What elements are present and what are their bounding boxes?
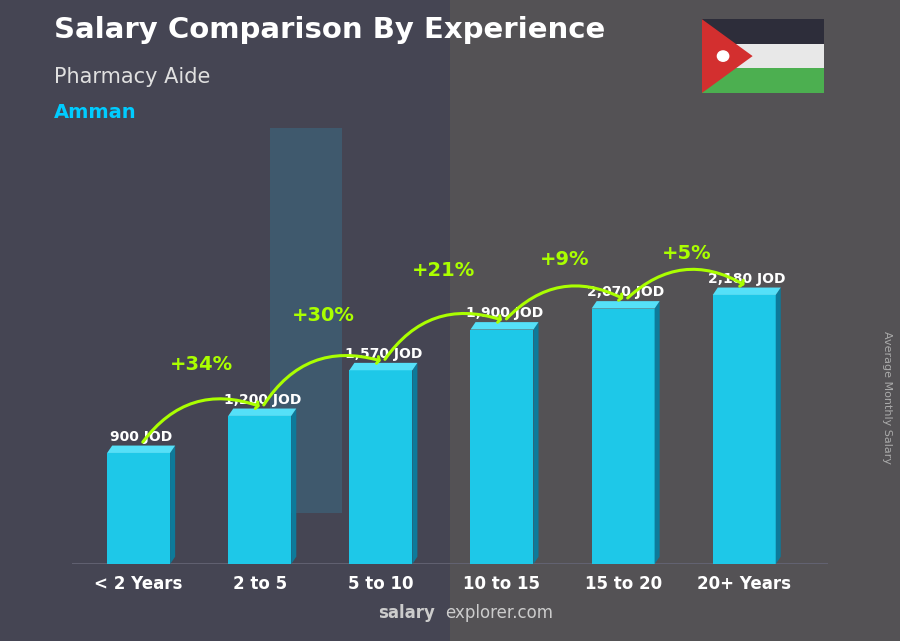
Text: +34%: +34% <box>170 355 233 374</box>
Polygon shape <box>654 301 660 564</box>
Bar <box>471 329 534 564</box>
Polygon shape <box>107 445 176 453</box>
Text: +9%: +9% <box>540 250 590 269</box>
Polygon shape <box>292 408 296 564</box>
Bar <box>349 370 412 564</box>
Polygon shape <box>349 363 418 370</box>
Text: 1,570 JOD: 1,570 JOD <box>345 347 422 361</box>
Bar <box>270 128 342 513</box>
Polygon shape <box>713 288 781 295</box>
Text: +5%: +5% <box>662 244 711 263</box>
Text: 1,900 JOD: 1,900 JOD <box>466 306 543 320</box>
Polygon shape <box>702 19 752 93</box>
Text: explorer.com: explorer.com <box>446 604 554 622</box>
Bar <box>702 69 824 93</box>
Bar <box>229 416 292 564</box>
Polygon shape <box>471 322 538 329</box>
Text: +21%: +21% <box>412 261 475 280</box>
Text: Amman: Amman <box>54 103 137 122</box>
Text: Average Monthly Salary: Average Monthly Salary <box>881 331 892 464</box>
Text: Pharmacy Aide: Pharmacy Aide <box>54 67 211 87</box>
Text: 900 JOD: 900 JOD <box>110 429 172 444</box>
Bar <box>107 453 170 564</box>
Bar <box>702 19 824 44</box>
Bar <box>450 0 900 641</box>
Bar <box>702 44 824 69</box>
Polygon shape <box>170 445 176 564</box>
Text: Salary Comparison By Experience: Salary Comparison By Experience <box>54 16 605 44</box>
Text: 1,200 JOD: 1,200 JOD <box>223 393 301 406</box>
Text: 2,180 JOD: 2,180 JOD <box>708 272 786 286</box>
Bar <box>713 295 776 564</box>
Text: +30%: +30% <box>292 306 355 324</box>
Circle shape <box>717 51 729 62</box>
Polygon shape <box>776 288 781 564</box>
Polygon shape <box>591 301 660 308</box>
Text: 2,070 JOD: 2,070 JOD <box>587 285 664 299</box>
Bar <box>591 308 654 564</box>
Text: salary: salary <box>378 604 435 622</box>
Polygon shape <box>412 363 418 564</box>
Bar <box>0 0 450 641</box>
Polygon shape <box>534 322 538 564</box>
Polygon shape <box>229 408 296 416</box>
